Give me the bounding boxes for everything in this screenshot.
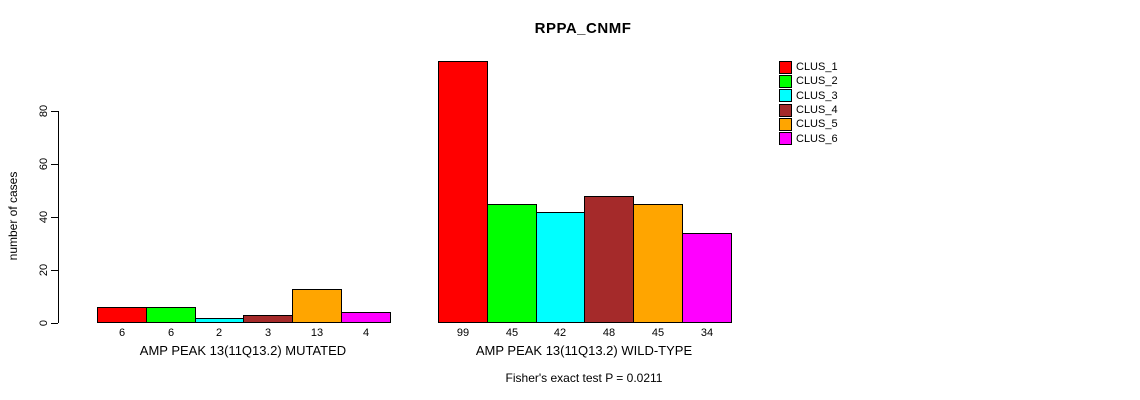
- legend-color-swatch: [779, 132, 792, 146]
- legend-color-swatch: [779, 74, 792, 88]
- fisher-test-annotation: Fisher's exact test P = 0.0211: [505, 371, 663, 385]
- legend-item: CLUS_2: [779, 74, 838, 88]
- legend-item: CLUS_4: [779, 103, 838, 117]
- y-axis-label: number of cases: [6, 171, 20, 261]
- bar-clus_6: [682, 233, 732, 323]
- bar-clus_2: [487, 204, 537, 323]
- bar-clus_4: [243, 315, 293, 323]
- y-axis-tick: [51, 111, 58, 112]
- bar-value-label: 99: [456, 327, 470, 339]
- legend-color-swatch: [779, 117, 792, 131]
- bar-value-label: 6: [118, 327, 126, 339]
- y-axis-tick-label: 0: [38, 319, 50, 327]
- bar-clus_1: [97, 307, 147, 323]
- y-axis-tick-label: 80: [38, 104, 50, 118]
- bar-value-label: 3: [264, 327, 272, 339]
- y-axis-line: [58, 111, 59, 323]
- bar-value-label: 45: [505, 327, 519, 339]
- bar-value-label: 45: [651, 327, 665, 339]
- y-axis-tick-label: 60: [38, 157, 50, 171]
- bar-clus_3: [536, 212, 585, 323]
- legend-label: CLUS_4: [796, 104, 838, 117]
- bar-value-label: 6: [167, 327, 175, 339]
- legend-label: CLUS_6: [796, 132, 838, 145]
- bar-clus_1: [438, 61, 488, 323]
- bar-clus_5: [292, 289, 342, 323]
- y-axis-tick: [51, 164, 58, 165]
- y-axis-tick: [51, 217, 58, 218]
- legend-label: CLUS_2: [796, 75, 838, 88]
- bar-value-label: 4: [362, 327, 370, 339]
- legend: CLUS_1 CLUS_2 CLUS_3 CLUS_4 CLUS_5 CLUS_6: [779, 60, 838, 146]
- legend-color-swatch: [779, 103, 792, 117]
- bar-value-label: 48: [602, 327, 616, 339]
- y-axis-tick-label: 20: [38, 263, 50, 277]
- y-axis-tick: [51, 323, 58, 324]
- bar-clus_4: [584, 196, 634, 323]
- bar-clus_2: [146, 307, 196, 323]
- chart-title: RPPA_CNMF: [534, 20, 632, 37]
- legend-label: CLUS_1: [796, 61, 838, 74]
- bar-clus_6: [341, 312, 391, 323]
- legend-label: CLUS_5: [796, 118, 838, 131]
- bar-value-label: 42: [553, 327, 567, 339]
- bar-clus_5: [633, 204, 683, 323]
- group-label: AMP PEAK 13(11Q13.2) MUTATED: [139, 343, 347, 358]
- legend-item: CLUS_1: [779, 60, 838, 74]
- legend-color-swatch: [779, 89, 792, 103]
- bar-value-label: 34: [700, 327, 714, 339]
- y-axis-tick-label: 40: [38, 210, 50, 224]
- legend-item: CLUS_3: [779, 89, 838, 103]
- group-label: AMP PEAK 13(11Q13.2) WILD-TYPE: [475, 343, 693, 358]
- bar-value-label: 2: [215, 327, 223, 339]
- y-axis-tick: [51, 270, 58, 271]
- bar-value-label: 13: [310, 327, 324, 339]
- legend-color-swatch: [779, 60, 792, 74]
- legend-item: CLUS_6: [779, 131, 838, 146]
- legend-item: CLUS_5: [779, 117, 838, 131]
- bar-clus_3: [195, 318, 244, 323]
- legend-label: CLUS_3: [796, 89, 838, 102]
